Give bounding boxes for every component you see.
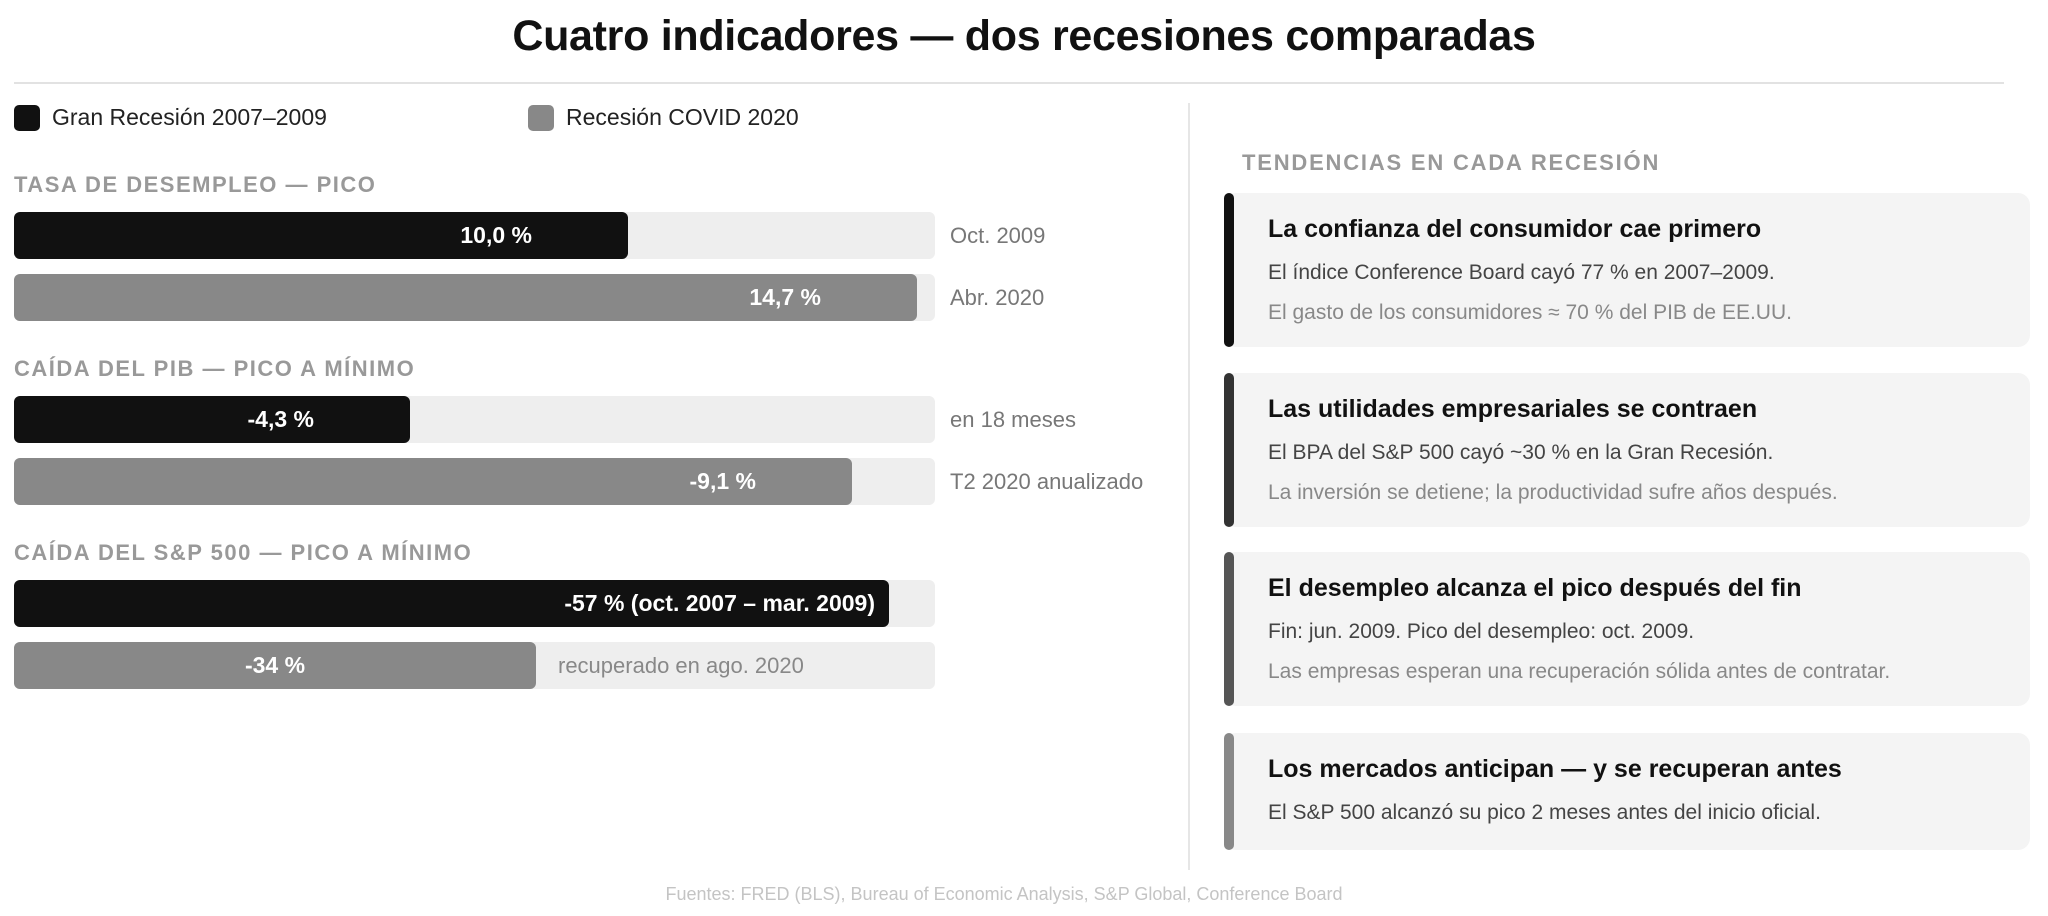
column-divider (1188, 103, 1190, 870)
trend-card: Las utilidades empresariales se contraen… (1224, 373, 2030, 527)
legend-item-covid: Recesión COVID 2020 (528, 104, 799, 131)
trend-card: La confianza del consumidor cae primero … (1224, 193, 2030, 347)
card-accent (1224, 733, 1234, 850)
bar: -4,3 % (14, 396, 410, 443)
legend-item-great-recession: Gran Recesión 2007–2009 (14, 104, 327, 131)
card-text: El BPA del S&P 500 cayó ~30 % en la Gran… (1268, 441, 1774, 464)
card-title: La confianza del consumidor cae primero (1268, 215, 1762, 243)
trend-card: El desempleo alcanza el pico después del… (1224, 552, 2030, 706)
trend-card: Los mercados anticipan — y se recuperan … (1224, 733, 2030, 850)
legend-swatch (14, 104, 40, 131)
bar-note: Abr. 2020 (950, 285, 1045, 310)
bar-track: -4,3 % (14, 396, 935, 443)
card-text: El S&P 500 alcanzó su pico 2 meses antes… (1268, 801, 1821, 824)
bar-note: recuperado en ago. 2020 (558, 653, 804, 678)
legend-label: Recesión COVID 2020 (566, 104, 799, 130)
card-text: Fin: jun. 2009. Pico del desempleo: oct.… (1268, 620, 1695, 643)
bar-value-label: 14,7 % (749, 284, 821, 310)
panel-title: TASA DE DESEMPLEO — PICO (14, 172, 377, 197)
card-title: Las utilidades empresariales se contraen (1268, 395, 1758, 423)
card-title: Los mercados anticipan — y se recuperan … (1268, 755, 1842, 783)
bar: -9,1 % (14, 458, 852, 505)
bar: -34 % (14, 642, 536, 689)
bar-value-label: 10,0 % (460, 222, 532, 248)
bar: 14,7 % (14, 274, 917, 321)
bar-value-label: -4,3 % (247, 406, 314, 432)
bar-track: 14,7 % (14, 274, 935, 321)
bar-value-label: -9,1 % (689, 468, 756, 494)
bar: -57 % (oct. 2007 – mar. 2009) (14, 580, 889, 627)
legend-label: Gran Recesión 2007–2009 (52, 104, 327, 130)
bar-note: Oct. 2009 (950, 223, 1046, 248)
card-subtext: La inversión se detiene; la productivida… (1268, 481, 1838, 504)
bar-track: 10,0 % (14, 212, 935, 259)
card-text: El índice Conference Board cayó 77 % en … (1268, 261, 1775, 284)
card-title: El desempleo alcanza el pico después del… (1268, 574, 1802, 602)
card-accent (1224, 373, 1234, 527)
card-subtext: El gasto de los consumidores ≈ 70 % del … (1268, 301, 1792, 324)
panel-title: CAÍDA DEL PIB — PICO A MÍNIMO (14, 356, 416, 381)
bar-track: -9,1 % (14, 458, 935, 505)
page-title: Cuatro indicadores — dos recesiones comp… (512, 12, 1536, 60)
sources-footer: Fuentes: FRED (BLS), Bureau of Economic … (665, 884, 1343, 904)
panel-title: CAÍDA DEL S&P 500 — PICO A MÍNIMO (14, 540, 473, 565)
card-accent (1224, 552, 1234, 706)
card-subtext: Las empresas esperan una recuperación só… (1268, 660, 1891, 683)
card-accent (1224, 193, 1234, 347)
trends-heading: TENDENCIAS EN CADA RECESIÓN (1242, 150, 1661, 175)
bar-note: en 18 meses (950, 407, 1076, 432)
bar-track: -34 % recuperado en ago. 2020 (14, 642, 935, 689)
legend-swatch (528, 104, 554, 131)
bar: 10,0 % (14, 212, 628, 259)
bar-note: T2 2020 anualizado (950, 469, 1144, 494)
title-divider (14, 82, 2004, 84)
bar-track: -57 % (oct. 2007 – mar. 2009) (14, 580, 935, 627)
bar-value-label: -34 % (244, 652, 306, 678)
bar-value-label: -57 % (oct. 2007 – mar. 2009) (564, 590, 875, 616)
